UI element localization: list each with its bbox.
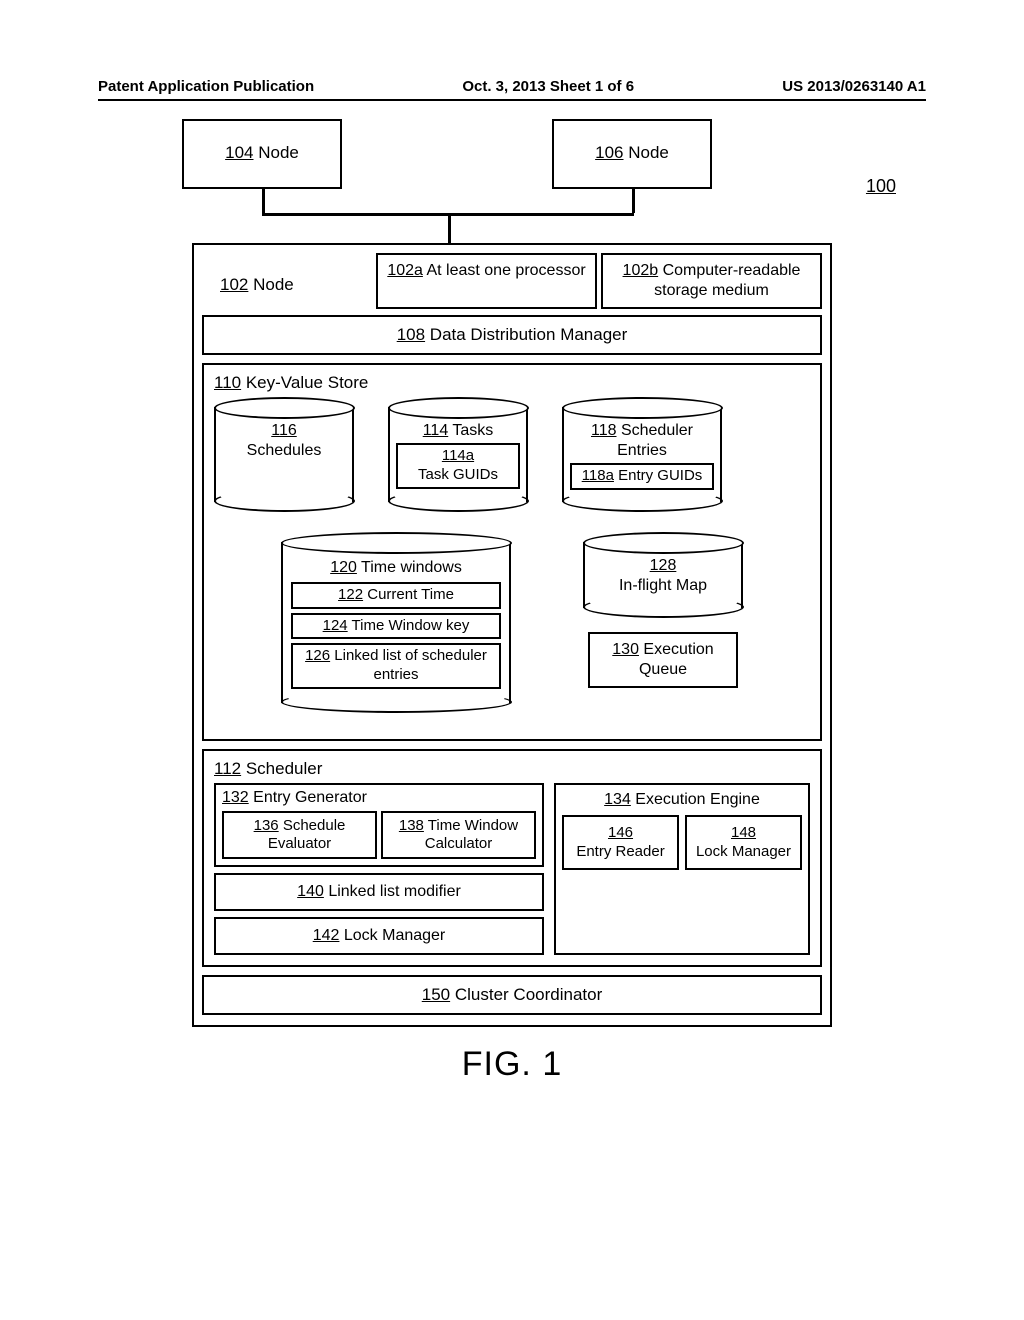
diagram: 104 Node 106 Node 102 Node 102a At least… [152,119,872,1084]
node-102-container: 102 Node 102a At least one processor 102… [192,243,832,1027]
node-102a: 102a At least one processor [376,253,597,309]
key-value-store: 110 Key-Value Store 116 Schedules 114 Ta… [202,363,822,741]
scheduler: 112 Scheduler 132 Entry Generator 136 Sc… [202,749,822,967]
cylinder-tasks: 114 Tasks 114a Task GUIDs [388,407,528,502]
time-window-calculator: 138 Time Window Calculator [381,811,536,859]
node-102b: 102b Computer-readable storage medium [601,253,822,309]
node-102-label: 102 Node [202,253,372,309]
figure-caption: FIG. 1 [152,1045,872,1084]
execution-queue: 130 Execution Queue [588,632,738,688]
cylinder-time-windows: 120 Time windows 122 Current Time 124 Ti… [281,542,511,703]
data-distribution-manager: 108 Data Distribution Manager [202,315,822,355]
lock-manager-148: 148 Lock Manager [685,815,802,870]
execution-engine: 134 Execution Engine 146 Entry Reader 14… [554,783,810,955]
lock-manager-142: 142 Lock Manager [214,917,544,955]
cylinder-schedules: 116 Schedules [214,407,354,502]
entry-generator: 132 Entry Generator 136 Schedule Evaluat… [214,783,544,867]
patent-header: Patent Application Publication Oct. 3, 2… [98,78,926,101]
node-104: 104 Node [182,119,342,189]
connector-lines [152,189,872,243]
header-left: Patent Application Publication [98,78,314,95]
linked-list-modifier: 140 Linked list modifier [214,873,544,911]
schedule-evaluator: 136 Schedule Evaluator [222,811,377,859]
header-right: US 2013/0263140 A1 [782,78,926,95]
node-106: 106 Node [552,119,712,189]
entry-reader: 146 Entry Reader [562,815,679,870]
cylinder-scheduler-entries: 118 Scheduler Entries 118a Entry GUIDs [562,407,722,502]
header-mid: Oct. 3, 2013 Sheet 1 of 6 [462,78,634,95]
cluster-coordinator: 150 Cluster Coordinator [202,975,822,1015]
cylinder-inflight-map: 128 In-flight Map [583,542,743,608]
